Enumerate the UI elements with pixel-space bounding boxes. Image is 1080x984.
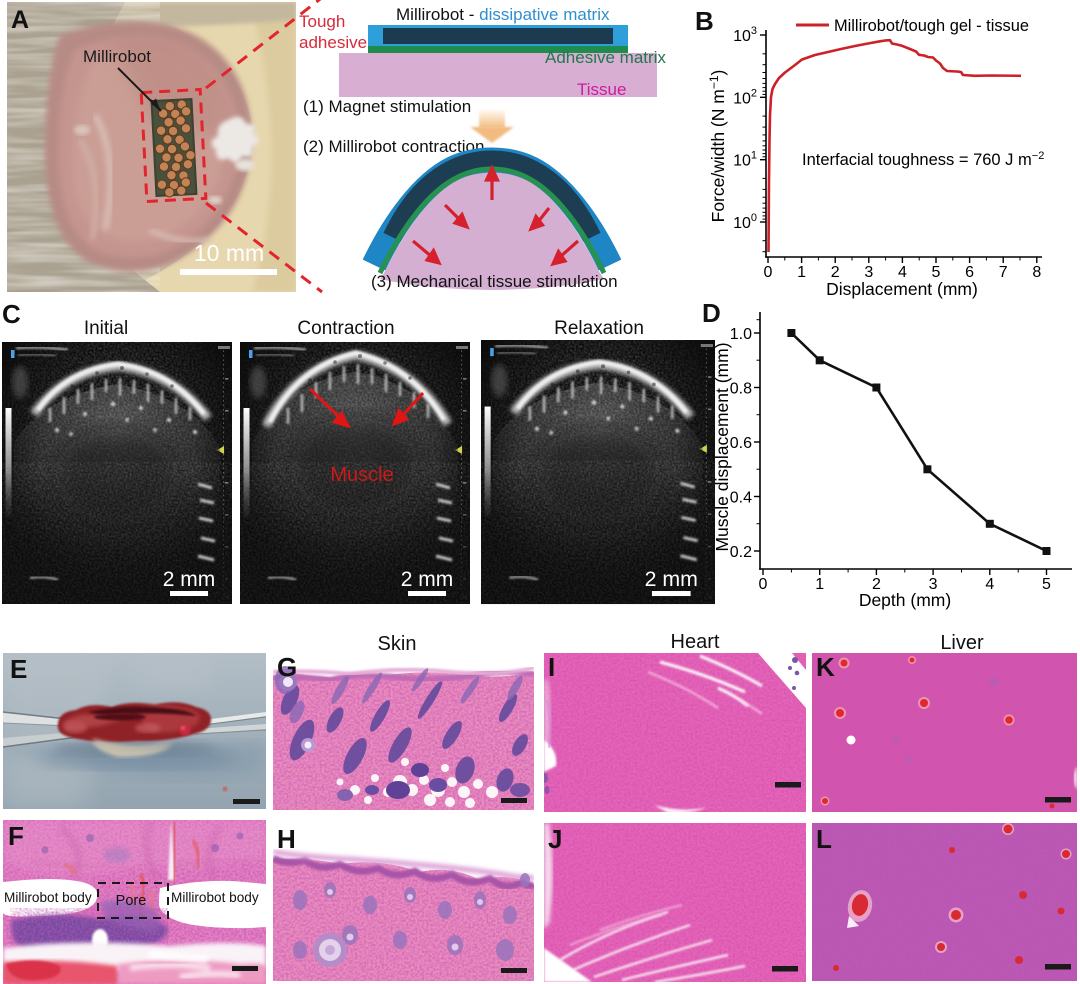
svg-text:C: C bbox=[2, 299, 21, 329]
svg-text:4: 4 bbox=[898, 264, 907, 281]
svg-text:Adhesive matrix: Adhesive matrix bbox=[545, 48, 666, 67]
svg-text:Millirobot body: Millirobot body bbox=[4, 890, 92, 905]
svg-text:Millirobot: Millirobot bbox=[83, 47, 151, 66]
svg-text:J: J bbox=[548, 824, 562, 854]
svg-text:101: 101 bbox=[733, 150, 757, 170]
svg-text:G: G bbox=[277, 652, 297, 682]
svg-text:3: 3 bbox=[864, 264, 873, 281]
svg-text:Contraction: Contraction bbox=[297, 318, 394, 339]
svg-text:Interfacial toughness = 760 J: Interfacial toughness = 760 J m−2 bbox=[802, 150, 1044, 169]
svg-text:0: 0 bbox=[759, 576, 768, 593]
svg-text:Relaxation: Relaxation bbox=[554, 318, 644, 339]
svg-text:Initial: Initial bbox=[84, 318, 128, 339]
svg-text:Millirobot - dissipative matri: Millirobot - dissipative matrix bbox=[396, 5, 610, 24]
svg-text:0.8: 0.8 bbox=[730, 381, 752, 398]
svg-text:H: H bbox=[277, 824, 296, 854]
svg-text:3: 3 bbox=[929, 576, 938, 593]
svg-text:7: 7 bbox=[999, 264, 1008, 281]
svg-text:Muscle: Muscle bbox=[330, 464, 393, 486]
svg-text:0.6: 0.6 bbox=[730, 435, 752, 452]
svg-text:F: F bbox=[8, 821, 24, 851]
svg-text:5: 5 bbox=[1042, 576, 1051, 593]
svg-text:Liver: Liver bbox=[940, 632, 984, 654]
svg-text:L: L bbox=[816, 824, 832, 854]
svg-text:A: A bbox=[11, 6, 29, 34]
svg-text:Tough: Tough bbox=[299, 12, 345, 31]
svg-text:0.2: 0.2 bbox=[730, 544, 752, 561]
svg-text:103: 103 bbox=[733, 25, 757, 45]
svg-text:8: 8 bbox=[1032, 264, 1041, 281]
svg-text:Muscle displacement (mm): Muscle displacement (mm) bbox=[712, 342, 732, 551]
svg-text:Millirobot body: Millirobot body bbox=[171, 890, 259, 905]
svg-text:K: K bbox=[816, 652, 835, 682]
svg-text:Pore: Pore bbox=[116, 893, 147, 909]
svg-text:1.0: 1.0 bbox=[730, 326, 752, 343]
svg-text:D: D bbox=[702, 298, 721, 328]
svg-text:0: 0 bbox=[764, 264, 773, 281]
svg-text:Depth (mm): Depth (mm) bbox=[859, 590, 951, 610]
svg-text:adhesive: adhesive bbox=[299, 33, 367, 52]
svg-text:(1) Magnet stimulation: (1) Magnet stimulation bbox=[303, 97, 471, 116]
svg-text:6: 6 bbox=[965, 264, 974, 281]
svg-text:0.4: 0.4 bbox=[730, 490, 752, 507]
svg-text:4: 4 bbox=[985, 576, 994, 593]
svg-text:2: 2 bbox=[831, 264, 840, 281]
svg-text:I: I bbox=[548, 652, 555, 682]
svg-text:2: 2 bbox=[872, 576, 881, 593]
svg-text:Force/width (N m−1): Force/width (N m−1) bbox=[707, 70, 728, 223]
svg-text:(3) Mechanical tissue stimulat: (3) Mechanical tissue stimulation bbox=[371, 272, 618, 291]
svg-text:(2) Millirobot contraction: (2) Millirobot contraction bbox=[303, 137, 484, 156]
svg-text:100: 100 bbox=[733, 212, 757, 232]
svg-text:Heart: Heart bbox=[671, 631, 720, 653]
svg-text:1: 1 bbox=[797, 264, 806, 281]
svg-text:Displacement (mm): Displacement (mm) bbox=[826, 279, 978, 299]
svg-text:E: E bbox=[10, 654, 27, 684]
svg-text:1: 1 bbox=[815, 576, 824, 593]
svg-text:102: 102 bbox=[733, 87, 757, 107]
svg-text:5: 5 bbox=[932, 264, 941, 281]
svg-text:B: B bbox=[695, 6, 714, 36]
svg-text:Skin: Skin bbox=[378, 633, 417, 655]
svg-text:10 mm: 10 mm bbox=[194, 240, 264, 266]
svg-text:Tissue: Tissue bbox=[577, 80, 626, 99]
svg-text:Millirobot/tough gel - tissue: Millirobot/tough gel - tissue bbox=[834, 17, 1029, 35]
